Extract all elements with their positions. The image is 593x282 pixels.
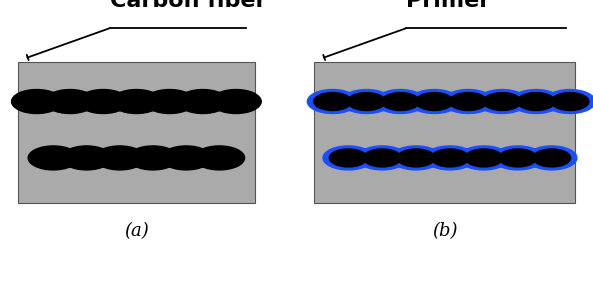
- Circle shape: [45, 90, 95, 114]
- Text: Carbon fiber: Carbon fiber: [110, 0, 266, 11]
- Circle shape: [517, 92, 555, 111]
- Bar: [18, 62, 255, 203]
- Circle shape: [431, 149, 469, 167]
- Circle shape: [391, 146, 441, 170]
- Circle shape: [161, 146, 211, 170]
- Circle shape: [128, 146, 178, 170]
- Circle shape: [78, 90, 128, 114]
- Circle shape: [409, 90, 460, 114]
- Circle shape: [11, 90, 62, 114]
- Text: (a): (a): [124, 222, 149, 240]
- Circle shape: [425, 146, 475, 170]
- Circle shape: [145, 90, 195, 114]
- Text: (b): (b): [432, 222, 458, 240]
- Circle shape: [357, 146, 407, 170]
- Circle shape: [178, 90, 228, 114]
- Circle shape: [28, 146, 78, 170]
- Circle shape: [111, 90, 161, 114]
- Circle shape: [194, 146, 244, 170]
- Circle shape: [551, 92, 589, 111]
- Circle shape: [545, 90, 593, 114]
- Circle shape: [95, 146, 145, 170]
- Circle shape: [483, 92, 521, 111]
- Circle shape: [397, 149, 435, 167]
- Circle shape: [329, 149, 367, 167]
- Circle shape: [459, 146, 509, 170]
- Circle shape: [477, 90, 527, 114]
- Circle shape: [342, 90, 391, 114]
- Text: Primer: Primer: [406, 0, 490, 11]
- Circle shape: [211, 90, 261, 114]
- Circle shape: [375, 90, 426, 114]
- Circle shape: [511, 90, 561, 114]
- Circle shape: [533, 149, 570, 167]
- Circle shape: [527, 146, 577, 170]
- Circle shape: [323, 146, 374, 170]
- Circle shape: [307, 90, 358, 114]
- Circle shape: [381, 92, 419, 111]
- Circle shape: [416, 92, 453, 111]
- Circle shape: [449, 92, 487, 111]
- Bar: [314, 62, 575, 203]
- Circle shape: [499, 149, 537, 167]
- Circle shape: [61, 146, 111, 170]
- Circle shape: [347, 92, 385, 111]
- Circle shape: [364, 149, 401, 167]
- Circle shape: [443, 90, 493, 114]
- Circle shape: [493, 146, 543, 170]
- Circle shape: [314, 92, 352, 111]
- Circle shape: [465, 149, 503, 167]
